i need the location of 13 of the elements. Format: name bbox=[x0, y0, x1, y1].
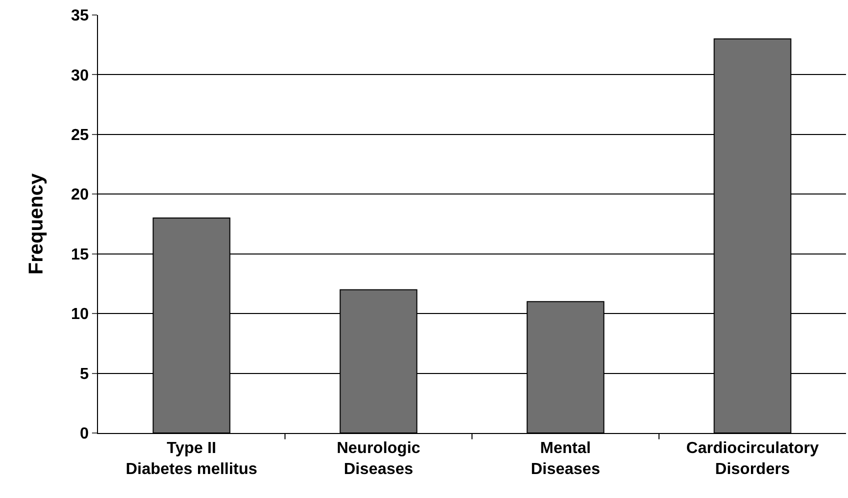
y-tick-label: 10 bbox=[71, 306, 89, 324]
x-tick-label: Type II Diabetes mellitus bbox=[126, 440, 258, 478]
y-tick-label: 15 bbox=[71, 246, 89, 264]
y-tick-label: 30 bbox=[71, 67, 89, 84]
y-tick-label: 25 bbox=[71, 127, 89, 144]
x-tick-label: Cardiocirculatory Disorders bbox=[686, 440, 819, 478]
x-tick-label: Mental Diseases bbox=[530, 440, 600, 478]
y-tick-label: 35 bbox=[71, 8, 89, 25]
y-axis-title: Frequency bbox=[26, 172, 48, 275]
y-tick-label: 20 bbox=[71, 186, 89, 204]
y-tick-label: 5 bbox=[80, 366, 89, 383]
x-tick-label: Neurologic Diseases bbox=[336, 440, 420, 478]
y-tick-label: 0 bbox=[80, 426, 89, 443]
